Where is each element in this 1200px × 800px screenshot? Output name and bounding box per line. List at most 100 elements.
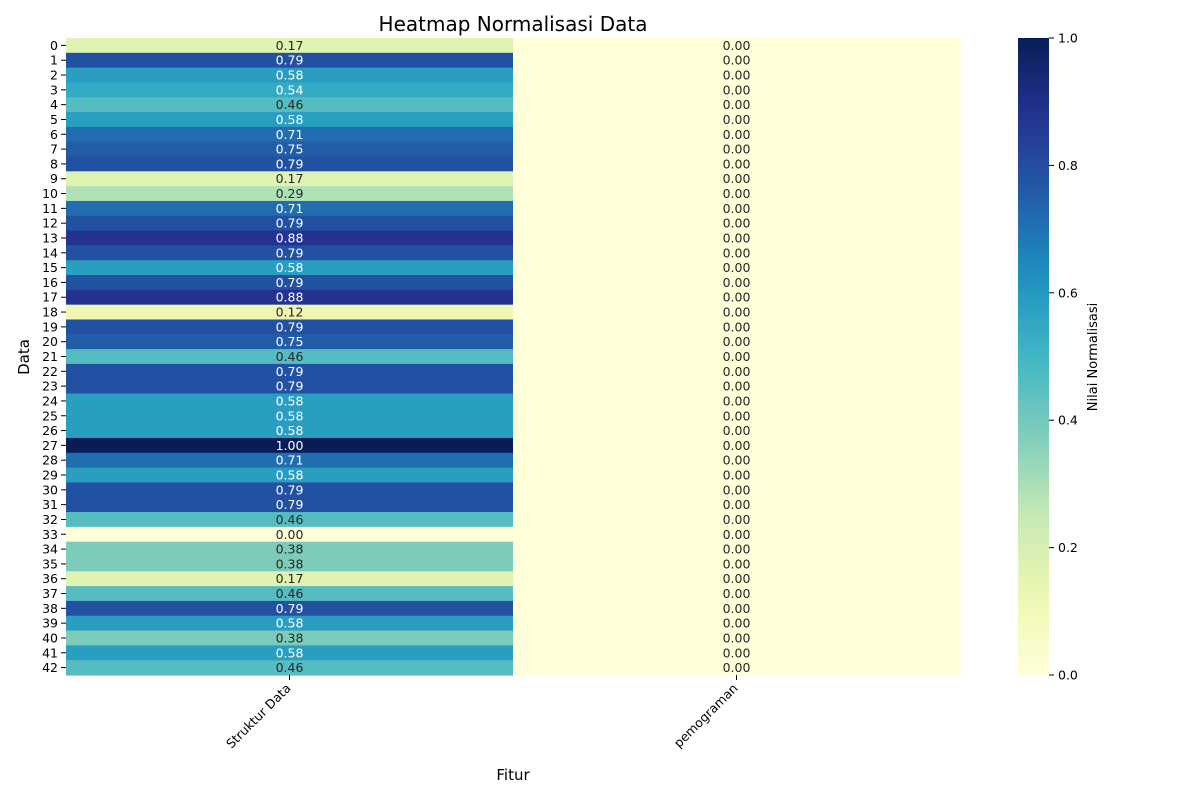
- heatmap-cell: [66, 393, 514, 409]
- cell-value-label: 0.79: [276, 364, 304, 379]
- colorbar-label: Nilai Normalisasi: [1086, 303, 1101, 411]
- cell-value-label: 0.00: [723, 571, 751, 586]
- cell-value-label: 0.79: [276, 216, 304, 231]
- y-tick-label: 21: [42, 349, 58, 364]
- heatmap-cell: [66, 630, 514, 646]
- heatmap-cell: [513, 38, 961, 54]
- colorbar-tick-label: 0.4: [1058, 413, 1078, 428]
- y-tick-label: 40: [42, 630, 58, 645]
- cell-value-label: 0.79: [276, 482, 304, 497]
- y-tick-label: 30: [42, 482, 58, 497]
- y-tick-label: 41: [42, 645, 58, 660]
- heatmap-cell: [66, 349, 514, 365]
- heatmap-cell: [513, 437, 961, 454]
- cell-value-label: 0.00: [723, 319, 751, 334]
- cell-value-label: 0.00: [723, 645, 751, 660]
- cell-value-label: 0.58: [276, 260, 304, 275]
- heatmap-cell: [66, 200, 514, 217]
- cell-value-label: 0.29: [276, 186, 304, 201]
- y-tick-label: 14: [42, 245, 58, 260]
- cell-value-label: 0.38: [276, 542, 304, 557]
- y-tick-label: 7: [50, 142, 58, 157]
- heatmap-cell: [513, 156, 961, 172]
- cell-value-label: 0.00: [723, 186, 751, 201]
- cell-value-label: 0.46: [276, 660, 304, 675]
- cell-value-label: 0.00: [276, 527, 304, 542]
- heatmap-cell: [66, 512, 514, 528]
- cell-value-label: 0.00: [723, 38, 751, 53]
- x-tick-labels: Struktur Data pemograman: [223, 675, 741, 751]
- cell-value-label: 0.00: [723, 630, 751, 645]
- cell-value-label: 0.00: [723, 468, 751, 483]
- y-tick-labels: 0123456789101112131415161718192021222324…: [42, 38, 66, 675]
- heatmap-cell: [66, 423, 514, 439]
- heatmap-cell: [513, 200, 961, 217]
- heatmap-cell: [513, 452, 961, 469]
- cell-value-label: 0.58: [276, 393, 304, 408]
- y-tick-label: 28: [42, 453, 58, 468]
- cell-value-label: 0.88: [276, 290, 304, 305]
- x-axis-label: Fitur: [496, 766, 530, 784]
- cell-value-label: 0.00: [723, 156, 751, 171]
- cell-value-label: 0.00: [723, 364, 751, 379]
- y-tick-label: 4: [50, 97, 58, 112]
- cell-value-label: 0.00: [723, 53, 751, 68]
- heatmap-cell: [66, 171, 514, 187]
- heatmap-cell: [513, 215, 961, 232]
- cell-value-label: 0.00: [723, 660, 751, 675]
- cell-value-label: 0.00: [723, 408, 751, 423]
- y-tick-label: 39: [42, 616, 58, 631]
- cell-value-label: 0.88: [276, 230, 304, 245]
- cell-value-label: 0.00: [723, 453, 751, 468]
- cell-value-label: 0.46: [276, 349, 304, 364]
- y-tick-label: 5: [50, 112, 58, 127]
- heatmap-cell: [513, 467, 961, 484]
- heatmap-cell: [513, 423, 961, 439]
- heatmap-cell: [513, 334, 961, 350]
- y-tick-label: 31: [42, 497, 58, 512]
- cell-value-label: 0.00: [723, 290, 751, 305]
- heatmap-cell: [513, 141, 961, 158]
- cell-value-label: 0.00: [723, 230, 751, 245]
- cell-value-label: 0.58: [276, 68, 304, 83]
- cell-value-label: 0.00: [723, 586, 751, 601]
- heatmap-cell: [66, 245, 514, 261]
- heatmap-cell: [513, 408, 961, 424]
- y-tick-label: 25: [42, 408, 58, 423]
- heatmap-cell: [66, 67, 514, 84]
- cell-value-label: 0.00: [723, 601, 751, 616]
- y-tick-label: 6: [50, 127, 58, 142]
- y-tick-label: 38: [42, 601, 58, 616]
- y-tick-label: 29: [42, 468, 58, 483]
- heatmap-cell: [513, 378, 961, 395]
- heatmap-cell: [513, 126, 961, 143]
- cell-value-label: 0.75: [276, 142, 304, 157]
- cell-value-label: 0.46: [276, 586, 304, 601]
- cell-value-label: 0.71: [276, 453, 304, 468]
- y-tick-label: 24: [42, 393, 58, 408]
- heatmap-cell: [513, 82, 961, 98]
- y-tick-label: 35: [42, 556, 58, 571]
- y-tick-label: 36: [42, 571, 58, 586]
- heatmap-cell: [513, 275, 961, 291]
- heatmap-cell: [66, 215, 514, 232]
- colorbar-gradient: [1018, 38, 1049, 675]
- cell-value-label: 0.79: [276, 379, 304, 394]
- y-tick-label: 27: [42, 438, 58, 453]
- y-tick-label: 22: [42, 364, 58, 379]
- heatmap-cell: [66, 571, 514, 587]
- heatmap-cell: [513, 660, 961, 676]
- heatmap-cell: [66, 334, 514, 350]
- cell-value-label: 0.00: [723, 171, 751, 186]
- cell-value-label: 0.79: [276, 245, 304, 260]
- cell-value-label: 0.00: [723, 142, 751, 157]
- cell-value-label: 0.00: [723, 260, 751, 275]
- heatmap-cell: [66, 526, 514, 543]
- cell-value-label: 1.00: [276, 438, 304, 453]
- colorbar-tick-label: 0.0: [1058, 668, 1078, 683]
- y-tick-label: 0: [50, 38, 58, 53]
- y-axis-label: Data: [15, 339, 33, 375]
- cell-value-label: 0.00: [723, 379, 751, 394]
- heatmap-cell: [66, 126, 514, 143]
- cell-value-label: 0.71: [276, 127, 304, 142]
